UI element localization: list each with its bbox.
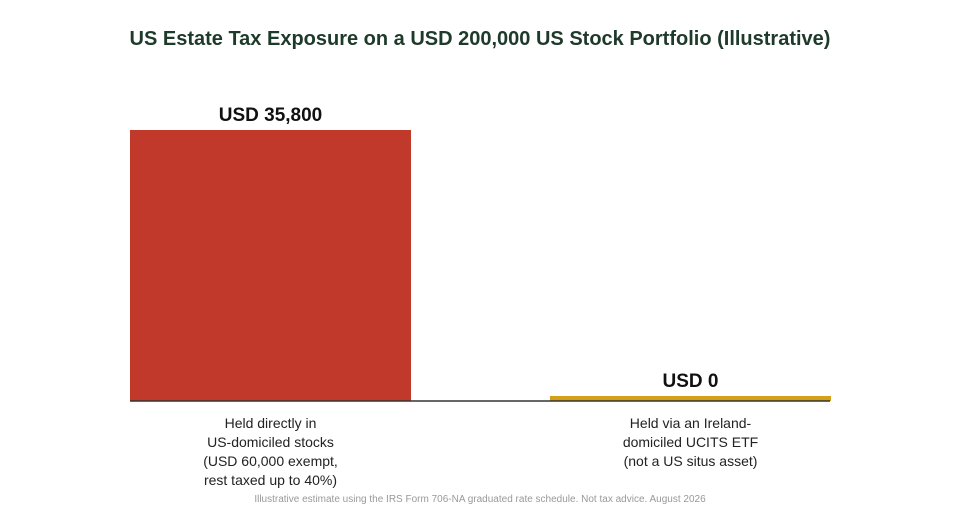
category-label-ucits-etf: Held via an Ireland- domiciled UCITS ETF… [622,415,759,469]
category-label-direct-stocks: Held directly in US-domiciled stocks (US… [203,415,338,488]
bars-group [130,130,831,401]
data-label-direct-stocks: USD 35,800 [219,105,323,126]
bar-direct-stocks [130,130,411,401]
data-label-ucits-etf: USD 0 [663,371,719,392]
bar-ucits-etf [550,396,831,401]
chart-title: US Estate Tax Exposure on a USD 200,000 … [129,28,831,50]
data-labels-group: USD 35,800 USD 0 [219,105,719,392]
footnote: Illustrative estimate using the IRS Form… [254,494,706,505]
